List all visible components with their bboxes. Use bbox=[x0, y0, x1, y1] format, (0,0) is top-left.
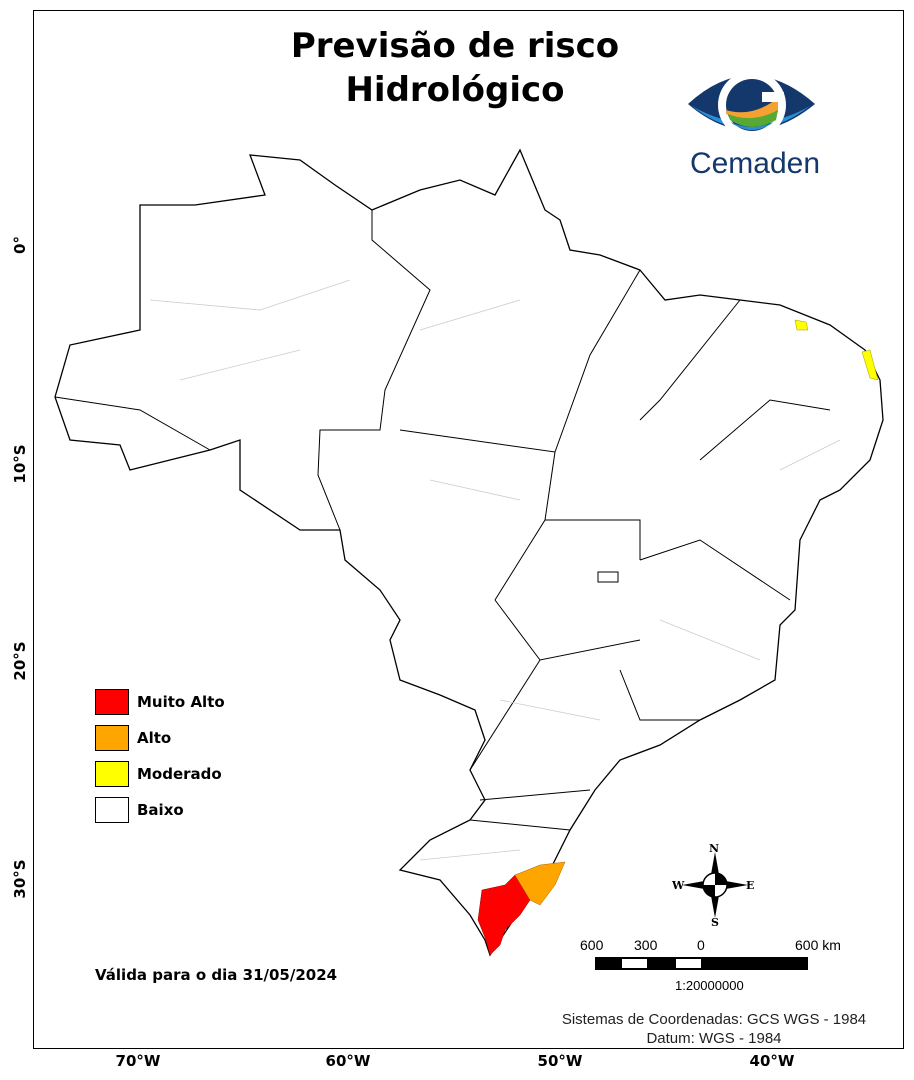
risk-area-muito-alto bbox=[477, 874, 531, 956]
scale-label-600: 600 bbox=[580, 937, 604, 953]
scale-ratio: 1:20000000 bbox=[675, 978, 744, 993]
legend-item-alto: Alto bbox=[95, 720, 225, 756]
lat-label-30s: 30°S bbox=[11, 859, 29, 899]
crs-line2: Datum: WGS - 1984 bbox=[646, 1030, 782, 1047]
legend-swatch bbox=[95, 797, 129, 823]
compass-e: E bbox=[746, 879, 755, 892]
legend-item-baixo: Baixo bbox=[95, 792, 225, 828]
lon-label-60w: 60°W bbox=[325, 1052, 371, 1070]
lon-label-50w: 50°W bbox=[537, 1052, 583, 1070]
legend-swatch bbox=[95, 725, 129, 751]
legend-swatch bbox=[95, 689, 129, 715]
risk-area-alto bbox=[514, 861, 566, 906]
legend-label: Muito Alto bbox=[137, 693, 225, 711]
scale-label-300: 300 bbox=[634, 937, 658, 953]
cemaden-logo: Cemaden bbox=[670, 62, 840, 182]
logo-text: Cemaden bbox=[689, 147, 821, 180]
compass-s: S bbox=[711, 916, 719, 929]
scale-label-600km: 600 km bbox=[795, 937, 841, 953]
state-borders-minor bbox=[149, 279, 841, 861]
legend-item-muito-alto: Muito Alto bbox=[95, 684, 225, 720]
crs-line1: Sistemas de Coordenadas: GCS WGS - 1984 bbox=[561, 1011, 867, 1028]
lon-label-40w: 40°W bbox=[749, 1052, 795, 1070]
legend: Muito Alto Alto Moderado Baixo bbox=[95, 684, 225, 828]
map-title-line2: Hidrológico bbox=[345, 70, 565, 110]
legend-label: Alto bbox=[137, 729, 172, 747]
lat-label-20s: 20°S bbox=[11, 641, 29, 681]
lon-label-70w: 70°W bbox=[115, 1052, 161, 1070]
legend-swatch bbox=[95, 761, 129, 787]
legend-item-moderado: Moderado bbox=[95, 756, 225, 792]
map-frame bbox=[33, 10, 904, 1049]
legend-label: Moderado bbox=[137, 765, 222, 783]
legend-label: Baixo bbox=[137, 801, 184, 819]
compass-w: W bbox=[672, 879, 685, 892]
brazil-outline bbox=[54, 148, 884, 957]
risk-area-moderado bbox=[861, 349, 879, 381]
eye-logo-icon bbox=[688, 71, 815, 139]
valid-date: Válida para o dia 31/05/2024 bbox=[95, 966, 338, 984]
risk-area-moderado bbox=[794, 319, 809, 331]
scale-bar bbox=[595, 957, 808, 970]
lat-label-10s: 10°S bbox=[11, 444, 29, 484]
lat-label-0: 0° bbox=[11, 236, 29, 254]
compass-rose bbox=[682, 852, 748, 918]
scale-label-0: 0 bbox=[697, 937, 705, 953]
compass-n: N bbox=[709, 842, 720, 855]
state-borders bbox=[54, 210, 831, 831]
map-title-line1: Previsão de risco bbox=[290, 26, 620, 66]
